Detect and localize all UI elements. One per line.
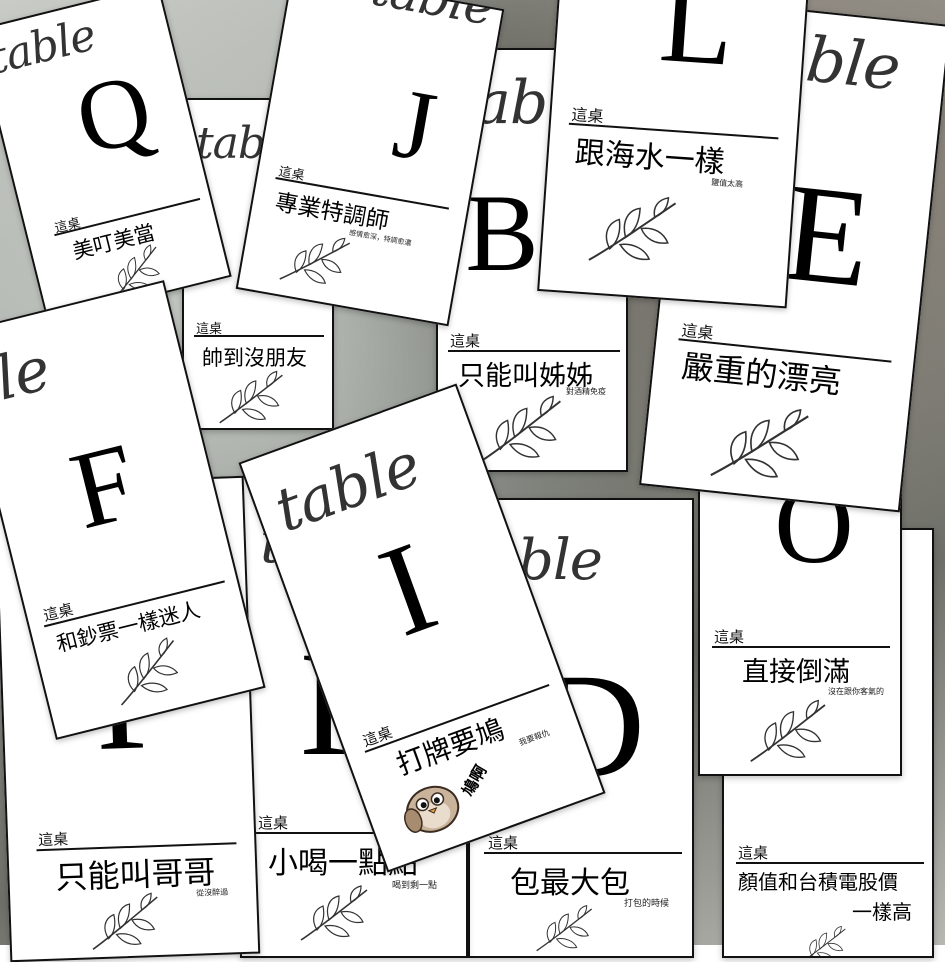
bird-sticker-icon bbox=[404, 785, 460, 833]
table-card-i: table I 這桌 打牌要鳩 我要報仇 鳩啊 bbox=[238, 383, 606, 873]
leaf-branch-icon bbox=[520, 904, 610, 954]
card-letter: J bbox=[386, 66, 444, 183]
card-label: 這桌 bbox=[196, 322, 223, 337]
card-note: 我要報仇 bbox=[517, 728, 551, 748]
card-note: 對酒精免疫 bbox=[566, 387, 606, 396]
card-label: 這桌 bbox=[488, 834, 519, 852]
leaf-branch-icon bbox=[214, 368, 290, 428]
leaf-branch-icon bbox=[784, 925, 864, 958]
card-divider bbox=[736, 862, 924, 864]
card-note: 喝到剩一點 bbox=[392, 881, 438, 891]
table-card-o: O 這桌 直接倒滿 沒在跟你客氣的 bbox=[698, 470, 902, 776]
card-title: 只能叫姊姊 bbox=[458, 361, 593, 392]
card-letter: F bbox=[59, 419, 149, 553]
card-note: 打包的時候 bbox=[624, 899, 670, 909]
table-card-l: L 這桌 跟海水一樣 鹽值太高 bbox=[537, 0, 809, 309]
card-divider bbox=[194, 335, 324, 337]
card-note: 沒在跟你客氣的 bbox=[828, 687, 884, 696]
leaf-branch-icon bbox=[581, 182, 687, 279]
card-title: 顏值和台積電股價 bbox=[738, 870, 898, 894]
leaf-branch-icon bbox=[474, 390, 570, 470]
card-title: 嚴重的漂亮 bbox=[679, 346, 843, 402]
card-script-word: table bbox=[367, 0, 498, 37]
card-label: 這桌 bbox=[37, 830, 69, 850]
card-title: 包最大包 bbox=[510, 866, 630, 901]
leaf-branch-icon bbox=[744, 692, 834, 772]
card-title: 直接倒滿 bbox=[742, 657, 850, 688]
card-divider bbox=[256, 832, 456, 834]
card-note: 鹽值太高 bbox=[710, 177, 744, 189]
card-letter: L bbox=[656, 0, 739, 91]
card-title: 帥到沒朋友 bbox=[202, 346, 307, 370]
leaf-branch-icon bbox=[290, 884, 380, 944]
leaf-branch-icon bbox=[273, 224, 358, 296]
card-title-line2: 一樣高 bbox=[852, 900, 912, 924]
card-title: 跟海水一樣 bbox=[573, 135, 726, 181]
card-divider bbox=[484, 852, 682, 854]
card-label: 這桌 bbox=[258, 814, 289, 832]
card-script-word: ble bbox=[802, 22, 904, 105]
card-divider bbox=[448, 350, 620, 352]
card-script-word: ble bbox=[0, 333, 57, 424]
card-script-word: ble bbox=[518, 528, 603, 593]
card-letter: B bbox=[465, 172, 539, 294]
card-label: 這桌 bbox=[714, 628, 745, 646]
card-divider bbox=[712, 646, 890, 648]
card-label: 這桌 bbox=[450, 332, 481, 350]
card-note: 從沒醉過 bbox=[195, 887, 229, 898]
leaf-branch-icon bbox=[702, 394, 821, 495]
leaf-branch-icon bbox=[80, 891, 172, 954]
card-label: 這桌 bbox=[738, 844, 769, 862]
